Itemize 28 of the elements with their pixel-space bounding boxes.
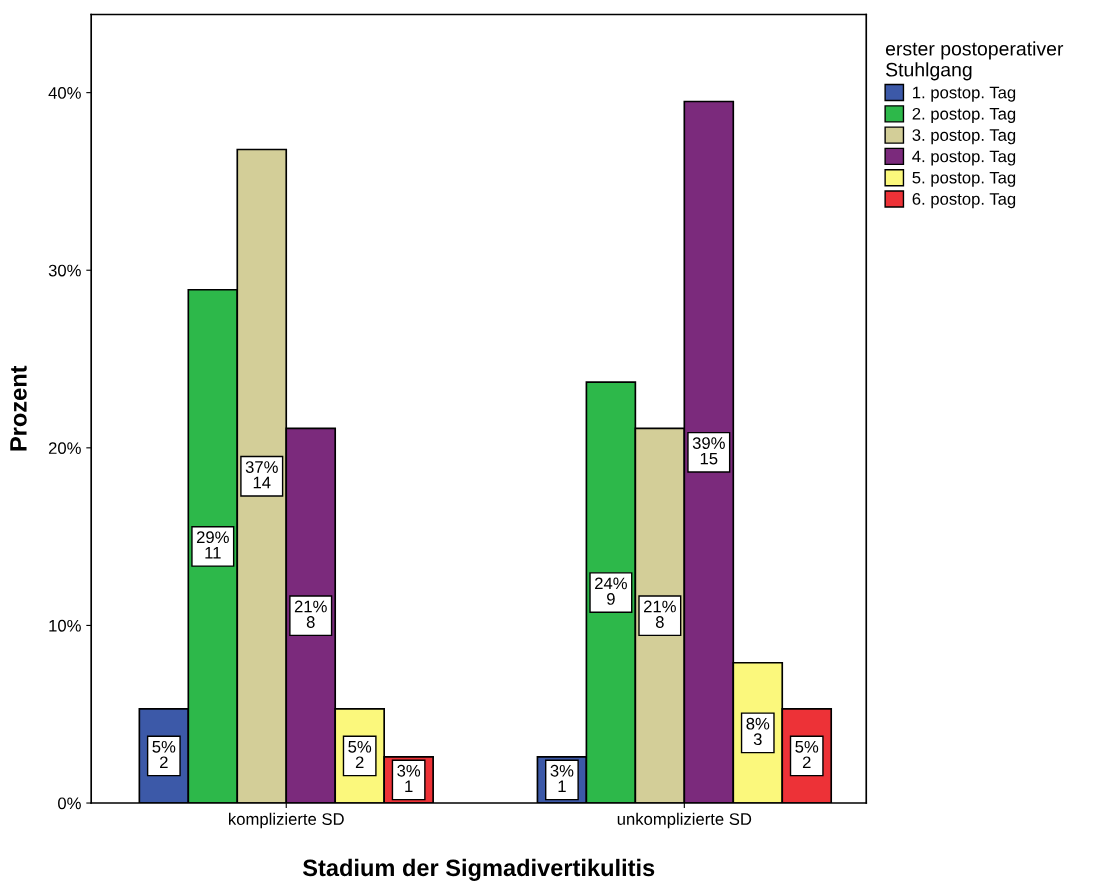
x-tick-label: komplizierte SD bbox=[229, 812, 344, 829]
y-tick-label: 30% bbox=[48, 264, 81, 277]
data-label: 37% 14 bbox=[245, 461, 278, 489]
x-axis-title: Stadium der Sigmadivertikulitis bbox=[302, 858, 655, 881]
data-label: 3% 1 bbox=[397, 764, 421, 793]
data-label: 5% 2 bbox=[152, 740, 176, 769]
x-tick-label: unkomplizierte SD bbox=[617, 812, 752, 829]
data-label: 8% 3 bbox=[746, 717, 770, 746]
data-label: 29% 11 bbox=[196, 531, 229, 559]
data-label: 39% 15 bbox=[692, 437, 725, 465]
legend-label: 1. postop. Tag bbox=[913, 86, 1016, 102]
data-label: 24% 9 bbox=[595, 577, 627, 605]
y-tick-label: 20% bbox=[48, 442, 81, 455]
data-label: 21% 8 bbox=[644, 600, 676, 628]
legend-label: 4. postop. Tag bbox=[912, 150, 1016, 166]
y-tick-label: 10% bbox=[49, 619, 81, 632]
y-tick-label: 40% bbox=[48, 87, 81, 99]
legend-label: 3. postop. Tag bbox=[912, 129, 1016, 145]
data-label: 5% 2 bbox=[348, 740, 372, 769]
y-tick-label: 0% bbox=[58, 797, 81, 810]
y-axis-title: Prozent bbox=[10, 365, 27, 451]
legend-label: 5. postop. Tag bbox=[912, 171, 1016, 187]
data-label: 5% 2 bbox=[795, 740, 819, 769]
legend-label: 6. postop. Tag bbox=[912, 193, 1016, 209]
legend-title: erster postoperativer Stuhlgang bbox=[885, 41, 1064, 81]
data-label: 21% 8 bbox=[294, 600, 327, 628]
data-label: 3% 1 bbox=[550, 764, 574, 793]
legend-label: 2. postop. Tag bbox=[912, 107, 1016, 123]
